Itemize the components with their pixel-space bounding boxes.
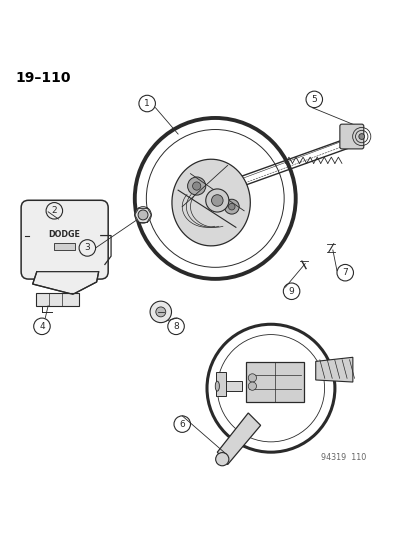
Circle shape: [224, 199, 239, 214]
Bar: [215, 372, 225, 397]
Text: 9: 9: [288, 287, 294, 296]
Bar: [246, 362, 303, 402]
Circle shape: [150, 301, 171, 322]
Circle shape: [216, 334, 324, 442]
Text: 3: 3: [84, 244, 90, 253]
Text: 1: 1: [144, 99, 150, 108]
Polygon shape: [33, 272, 98, 294]
Text: 6: 6: [179, 419, 185, 429]
Circle shape: [192, 182, 200, 190]
Circle shape: [138, 210, 147, 220]
Circle shape: [248, 374, 256, 382]
FancyBboxPatch shape: [21, 200, 108, 279]
Bar: [217, 381, 242, 391]
Circle shape: [228, 204, 235, 210]
Polygon shape: [217, 413, 260, 465]
Circle shape: [155, 307, 165, 317]
Polygon shape: [171, 159, 250, 246]
Text: 19–110: 19–110: [15, 70, 71, 85]
Circle shape: [211, 195, 223, 206]
Text: 5: 5: [311, 95, 316, 104]
Text: DODGE: DODGE: [49, 230, 81, 239]
Ellipse shape: [215, 381, 219, 391]
Circle shape: [248, 382, 256, 390]
Circle shape: [135, 207, 151, 223]
Circle shape: [215, 453, 228, 466]
Text: 7: 7: [342, 268, 347, 277]
Circle shape: [205, 189, 228, 212]
Bar: [36, 293, 79, 306]
Text: 94319  110: 94319 110: [320, 453, 365, 462]
Text: 8: 8: [173, 322, 178, 331]
Circle shape: [145, 129, 284, 268]
Text: 2: 2: [51, 206, 57, 215]
Circle shape: [358, 134, 364, 140]
Circle shape: [187, 177, 205, 195]
Text: 4: 4: [39, 322, 45, 331]
Bar: [54, 243, 75, 250]
Polygon shape: [315, 357, 352, 382]
FancyBboxPatch shape: [339, 124, 363, 149]
